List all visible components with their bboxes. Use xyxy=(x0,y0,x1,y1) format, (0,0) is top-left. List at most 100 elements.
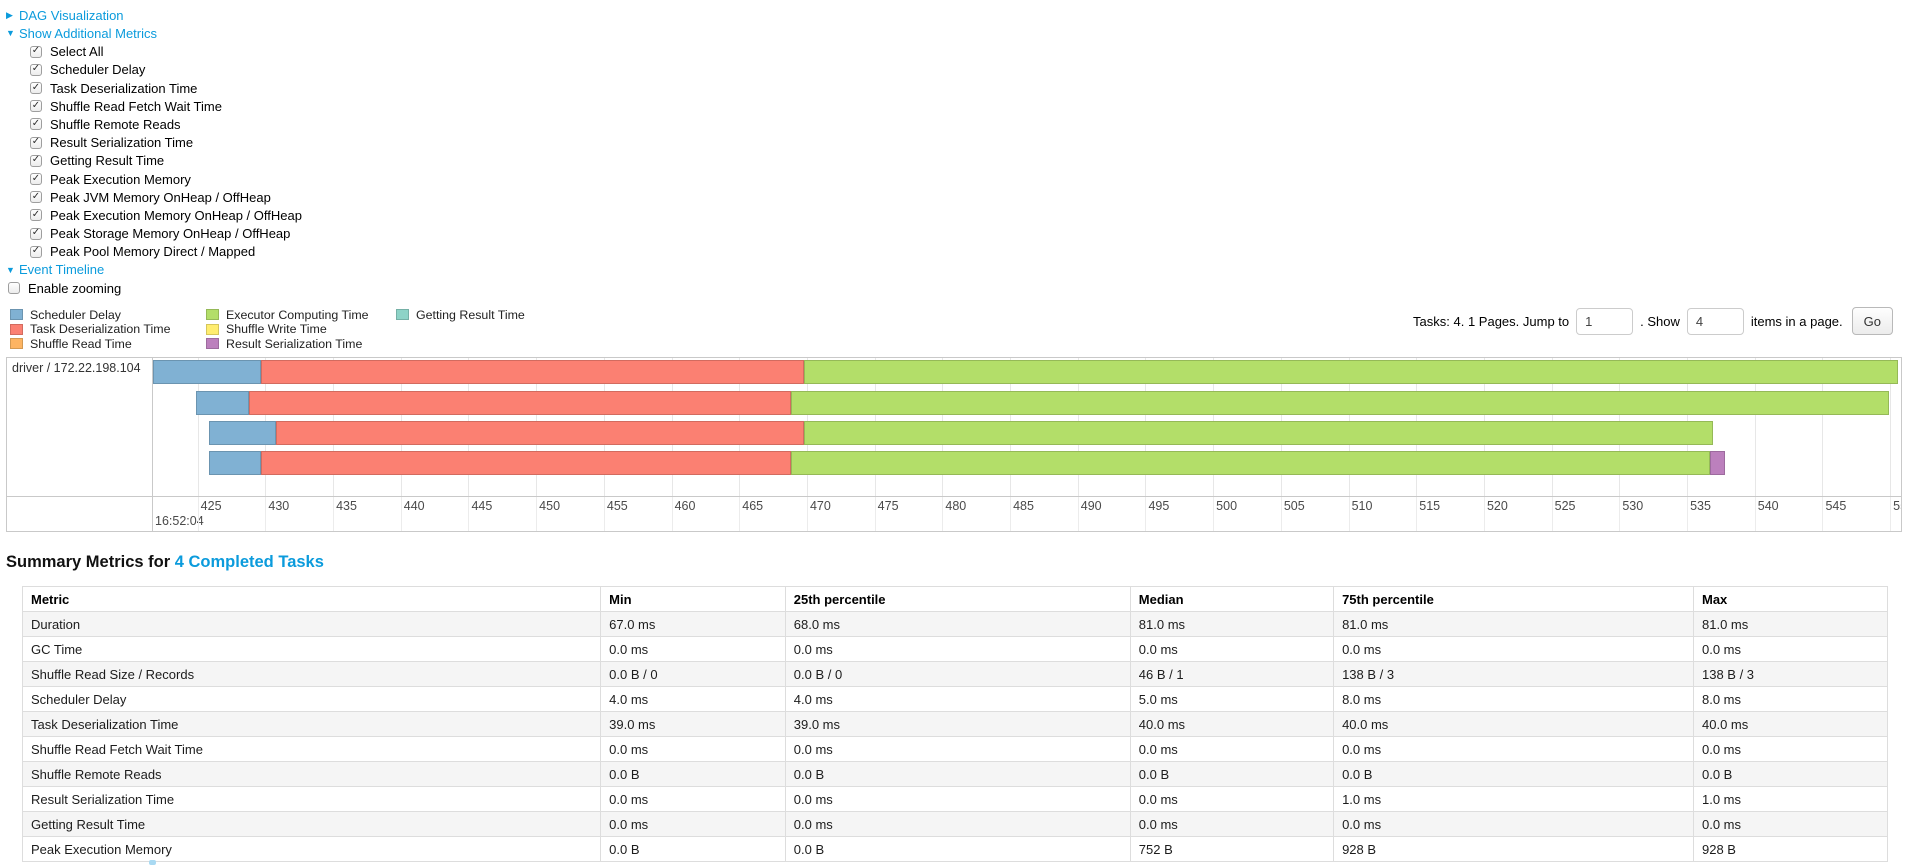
timeline-bars-area[interactable] xyxy=(153,358,1901,497)
axis-tick-label: 425 xyxy=(200,499,222,514)
summary-column-header: Max xyxy=(1693,586,1888,613)
metric-value-cell: 0.0 ms xyxy=(784,736,1131,763)
enable-zooming-checkbox[interactable] xyxy=(8,282,20,295)
axis-tick-label: 490 xyxy=(1080,499,1102,514)
executor-computing-bar-segment[interactable] xyxy=(804,421,1713,446)
metric-checkbox[interactable]: ✓ xyxy=(30,136,42,149)
metric-value-cell: 40.0 ms xyxy=(1333,711,1694,738)
metric-checkbox[interactable]: ✓ xyxy=(30,208,42,222)
legend-item: Scheduler Delay xyxy=(10,307,206,322)
task-deserialization-swatch-icon xyxy=(10,323,23,335)
check-icon: ✓ xyxy=(31,208,41,220)
scheduler-delay-bar-segment[interactable] xyxy=(208,451,262,476)
event-timeline-toggle[interactable]: ▼ Event Timeline xyxy=(6,261,1907,279)
axis-tick-mark xyxy=(400,497,402,532)
dag-visualization-link[interactable]: DAG Visualization xyxy=(19,7,124,23)
metric-checkbox-item: ✓ Shuffle Remote Reads xyxy=(30,115,1907,133)
metric-name-cell: GC Time xyxy=(21,636,602,663)
metric-value-cell: 928 B xyxy=(1333,836,1694,863)
metric-checkbox-item: ✓ Peak Storage Memory OnHeap / OffHeap xyxy=(30,224,1907,242)
check-icon: ✓ xyxy=(31,154,41,166)
axis-tick-mark xyxy=(1416,497,1418,532)
executor-computing-bar-segment[interactable] xyxy=(790,451,1711,476)
summary-table-row: Result Serialization Time 0.0 ms 0.0 ms 0.0… xyxy=(21,786,1888,813)
metric-checkbox[interactable]: ✓ xyxy=(30,100,42,113)
result-serialization-bar-segment[interactable] xyxy=(1710,451,1725,476)
metric-checkbox[interactable]: ✓ xyxy=(30,81,42,95)
axis-tick-mark xyxy=(1890,497,1892,532)
metric-value-cell: 67.0 ms xyxy=(600,611,786,638)
timeline-gridline xyxy=(1822,358,1824,497)
summary-metrics-table: Metric Min 25th percentile Median 75th perce… xyxy=(21,586,1888,863)
legend-column: Executor Computing Time Shuffle Write Tim… xyxy=(206,307,396,351)
getting-result-swatch-icon xyxy=(396,309,409,321)
metric-checkbox[interactable]: ✓ xyxy=(30,63,42,76)
additional-metrics-checkbox-list: ✓ Select All ✓ Scheduler Delay ✓ Task Deseria… xyxy=(6,43,1907,261)
enable-zooming-label: Enable zooming xyxy=(28,280,122,296)
metric-value-cell: 46 B / 1 xyxy=(1129,661,1335,688)
scheduler-delay-bar-segment[interactable] xyxy=(208,421,277,446)
metric-value-cell: 39.0 ms xyxy=(600,711,786,738)
task-deserialization-bar-segment[interactable] xyxy=(276,421,805,446)
task-deserialization-bar-segment[interactable] xyxy=(261,360,805,385)
metric-checkbox[interactable]: ✓ xyxy=(30,173,42,185)
metric-value-cell: 0.0 B xyxy=(600,761,786,788)
scheduler-delay-bar-segment[interactable] xyxy=(196,391,250,416)
show-additional-metrics-toggle[interactable]: ▼ Show Additional Metrics xyxy=(6,24,1907,42)
timeline-group-label: driver / 172.22.198.104 xyxy=(7,358,153,532)
metric-value-cell: 1.0 ms xyxy=(1693,786,1888,813)
metric-checkbox[interactable]: ✓ xyxy=(30,227,42,240)
summary-table-row: Getting Result Time 0.0 ms 0.0 ms 0.0 ms 0.0… xyxy=(21,811,1888,838)
metric-checkbox-item: ✓ Getting Result Time xyxy=(30,152,1907,170)
metric-value-cell: 0.0 ms xyxy=(784,811,1131,838)
summary-header-row: Metric Min 25th percentile Median 75th perce… xyxy=(21,586,1888,613)
timeline-legend: Scheduler Delay Task Deserialization Time… xyxy=(10,307,525,351)
completed-tasks-link[interactable]: 4 Completed Tasks xyxy=(174,553,324,572)
metric-value-cell: 0.0 B xyxy=(784,836,1131,863)
cutoff-element xyxy=(149,860,156,865)
items-per-page-input[interactable] xyxy=(1686,307,1744,335)
metric-value-cell: 68.0 ms xyxy=(784,611,1131,638)
metric-value-cell: 138 B / 3 xyxy=(1333,661,1694,688)
metric-value-cell: 40.0 ms xyxy=(1693,711,1888,738)
event-timeline-link[interactable]: Event Timeline xyxy=(19,262,105,278)
summary-table-row: Peak Execution Memory 0.0 B 0.0 B 752 B 928 … xyxy=(21,836,1888,863)
timeline-gridline xyxy=(197,358,199,497)
metric-checkbox[interactable]: ✓ xyxy=(30,191,42,204)
task-deserialization-bar-segment[interactable] xyxy=(261,451,791,476)
metric-checkbox[interactable]: ✓ xyxy=(30,154,42,167)
executor-computing-bar-segment[interactable] xyxy=(804,360,1899,385)
axis-tick-mark xyxy=(536,497,538,532)
metric-value-cell: 0.0 B xyxy=(784,761,1131,788)
scheduler-delay-bar-segment[interactable] xyxy=(153,360,262,385)
metric-value-cell: 0.0 ms xyxy=(600,636,786,663)
metric-checkbox[interactable]: ✓ xyxy=(30,45,42,58)
metric-value-cell: 0.0 B xyxy=(1693,761,1888,788)
axis-tick-mark xyxy=(1687,497,1689,532)
check-icon: ✓ xyxy=(31,81,41,93)
jump-to-page-input[interactable] xyxy=(1576,307,1634,335)
executor-computing-bar-segment[interactable] xyxy=(790,391,1889,416)
go-button[interactable]: Go xyxy=(1851,307,1893,336)
event-timeline-chart[interactable]: driver / 172.22.198.104 16:52:04 425 430 4… xyxy=(6,357,1902,533)
show-additional-metrics-link[interactable]: Show Additional Metrics xyxy=(19,25,158,41)
scheduler-delay-swatch-icon xyxy=(10,309,23,321)
task-deserialization-bar-segment[interactable] xyxy=(249,391,791,416)
metric-value-cell: 0.0 ms xyxy=(1129,786,1335,813)
axis-tick-mark xyxy=(468,497,470,532)
check-icon: ✓ xyxy=(31,63,41,75)
axis-tick-mark xyxy=(1754,497,1756,532)
metric-checkbox-item: ✓ Task Deserialization Time xyxy=(30,79,1907,97)
metric-checkbox[interactable]: ✓ xyxy=(30,245,42,258)
axis-tick-mark xyxy=(1619,497,1621,532)
metric-checkbox-item: ✓ Peak Execution Memory xyxy=(30,170,1907,188)
dag-visualization-toggle[interactable]: ▶ DAG Visualization xyxy=(6,6,1907,24)
metric-checkbox-label: Peak Storage Memory OnHeap / OffHeap xyxy=(50,226,291,242)
metric-value-cell: 928 B xyxy=(1693,836,1888,863)
metric-checkbox-label: Shuffle Remote Reads xyxy=(50,116,181,132)
metric-checkbox[interactable]: ✓ xyxy=(30,118,42,131)
expanded-arrow-icon: ▼ xyxy=(6,264,15,275)
axis-tick-label: 470 xyxy=(809,499,831,514)
timeline-axis: 16:52:04 425 430 435 440 445 450 455 460 465 470 4… xyxy=(153,497,1901,532)
metric-value-cell: 0.0 ms xyxy=(1129,636,1335,663)
